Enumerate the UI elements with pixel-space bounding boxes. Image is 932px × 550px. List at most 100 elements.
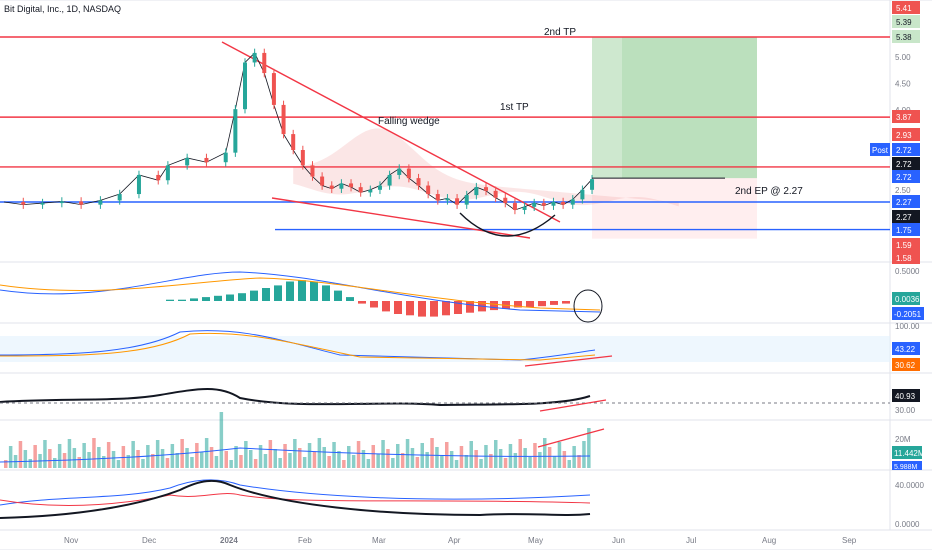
volume-bar <box>513 453 518 468</box>
macd-circle <box>573 289 603 323</box>
volume-bar <box>547 447 552 468</box>
volume-bar <box>552 456 557 468</box>
price-tag-box <box>892 15 920 28</box>
stoch-tag-box <box>892 358 920 371</box>
volume-bar <box>376 454 380 468</box>
volume-bar <box>469 441 473 468</box>
wedge-lower-line <box>271 197 531 239</box>
macd-histogram-bar <box>358 301 366 304</box>
volume-tag-value: 11.442M <box>894 449 925 458</box>
volume-bar <box>214 456 219 468</box>
candle-body <box>185 157 190 166</box>
macd-tick-label: 0.5000 <box>895 267 920 276</box>
volume-bar <box>494 440 498 468</box>
volume-bar <box>302 457 307 468</box>
candle-body <box>281 104 286 135</box>
volume-bar <box>307 443 312 468</box>
macd-tag-value: 0.0036 <box>895 295 920 304</box>
candle-body <box>503 197 508 204</box>
post-tag-box <box>870 143 890 156</box>
volume-bar <box>28 459 32 468</box>
volume-bar <box>410 448 415 468</box>
candle-body <box>541 203 546 206</box>
price-tag-label: 2.72 <box>896 146 912 155</box>
macd-histogram-bar <box>382 301 390 312</box>
macd-histogram-bar <box>514 301 522 308</box>
candle-body <box>79 201 84 205</box>
macd-histogram-bar <box>286 281 294 301</box>
volume-bar <box>489 454 493 468</box>
time-tick-label: Jul <box>686 536 696 545</box>
volume-bar <box>479 459 483 468</box>
candle-body <box>406 168 411 179</box>
volume-bar <box>332 442 336 468</box>
volume-bar <box>229 460 233 468</box>
volume-bar <box>106 442 111 468</box>
adx-line <box>0 479 591 519</box>
macd-signal-line <box>0 277 601 311</box>
candle-body <box>416 178 421 186</box>
price-tick-label: 5.00 <box>895 53 911 62</box>
macd-histogram-bar <box>346 297 354 301</box>
volume-bar <box>435 447 439 468</box>
volume-bar <box>567 460 571 468</box>
volume-tag-box <box>892 446 922 459</box>
price-tag-label: 5.39 <box>896 18 912 27</box>
macd-histogram-bar <box>406 301 414 316</box>
volume-bar <box>239 455 243 468</box>
time-tick-label: Mar <box>372 536 386 545</box>
stoch-tag-value: 43.22 <box>895 345 916 354</box>
price-tag-label: 1.58 <box>896 254 912 263</box>
price-tag-box <box>892 170 920 183</box>
volume-bar <box>538 452 542 468</box>
time-tick-label: May <box>528 536 543 545</box>
candle-body <box>445 198 450 201</box>
rsi-tag-value: 40.93 <box>895 392 916 401</box>
candle-body <box>349 183 354 188</box>
macd-histogram-bar <box>538 301 546 307</box>
time-tick-label: Sep <box>842 536 857 545</box>
dmi-plus-line <box>0 479 591 506</box>
macd-histogram-bar <box>202 297 210 301</box>
volume-bar <box>48 449 52 468</box>
candle-body <box>223 152 228 163</box>
volume-bar <box>577 455 581 468</box>
volume-bar <box>562 451 567 468</box>
volume-bar <box>165 458 170 468</box>
volume-bar <box>18 441 23 468</box>
take-profit-zone-inner <box>622 37 757 179</box>
cup-arc <box>459 212 556 237</box>
price-tick-label: 2.50 <box>895 186 911 195</box>
rsi-tag-value: 30.00 <box>895 406 916 415</box>
dmi-tick-label: 40.0000 <box>895 481 924 490</box>
candle-body <box>320 176 325 186</box>
volume-bar <box>391 458 395 468</box>
volume-bar <box>151 454 155 468</box>
volume-bar <box>337 451 341 468</box>
price-tag-box <box>892 157 920 170</box>
stoch-d-line <box>0 332 596 361</box>
volume-bar <box>160 449 165 468</box>
volume-bar <box>405 439 410 468</box>
volume-bar <box>268 440 273 468</box>
volume-bar <box>190 457 194 468</box>
volume-bar <box>200 452 204 468</box>
volume-ma-line <box>0 447 591 463</box>
volume-bar <box>185 448 189 468</box>
candle-body <box>435 194 440 201</box>
candle-body <box>590 179 595 190</box>
candle-body <box>464 195 469 205</box>
candle-body <box>233 109 238 153</box>
price-tag-label: 2.27 <box>896 198 912 207</box>
volume-bar <box>351 455 356 468</box>
volume-bar <box>518 439 522 468</box>
volume-bar <box>415 457 420 468</box>
price-tag-box <box>892 223 920 236</box>
volume-bar <box>116 460 121 468</box>
candle-body <box>580 189 585 200</box>
volume-tag-box <box>892 461 922 470</box>
volume-bar <box>386 449 390 468</box>
price-tag-label: 2.93 <box>896 131 912 140</box>
price-tag-box <box>892 30 920 43</box>
